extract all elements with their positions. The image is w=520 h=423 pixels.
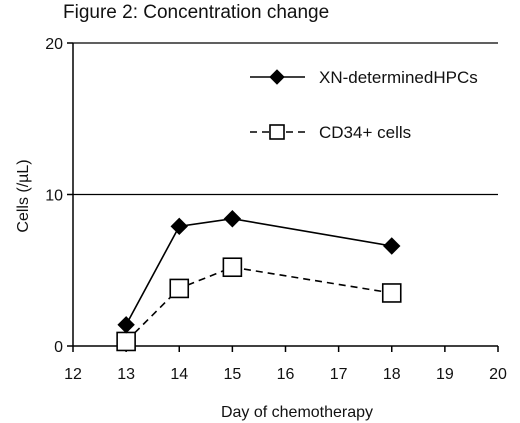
series-2-point-2 <box>169 278 190 299</box>
legend-marker-2 <box>269 124 285 140</box>
chart-title: Figure 2: Concentration change <box>63 2 329 23</box>
legend-label-2: CD34+ cells <box>319 123 411 142</box>
y-axis-label: Cells (/µL) <box>15 159 32 232</box>
y-tick-label-0: 0 <box>54 339 63 356</box>
series-2-point-4 <box>381 283 402 303</box>
gridlines <box>73 42 498 196</box>
x-tick-label-20: 20 <box>489 366 507 383</box>
axis-ticks: 0 10 20 12 13 14 15 16 17 18 19 20 <box>45 36 507 383</box>
y-tick-label-20: 20 <box>45 36 63 53</box>
x-tick-label-14: 14 <box>170 366 188 383</box>
series-1-line <box>125 217 392 326</box>
legend: XN-determinedHPCs CD34+ cells <box>250 68 478 142</box>
series-2-line <box>125 266 392 343</box>
x-tick-label-13: 13 <box>117 366 135 383</box>
series-2 <box>116 257 402 352</box>
series-1-point-3 <box>223 210 242 228</box>
series-2-point-3 <box>222 257 243 278</box>
series-2-point-1 <box>116 331 136 352</box>
series-1 <box>117 210 401 334</box>
x-tick-label-18: 18 <box>383 366 401 383</box>
x-tick-label-12: 12 <box>64 366 82 383</box>
legend-label-1: XN-determinedHPCs <box>319 68 478 87</box>
legend-marker-1 <box>269 69 285 85</box>
y-tick-label-10: 10 <box>45 188 63 205</box>
x-tick-label-17: 17 <box>330 366 348 383</box>
data-series <box>116 210 402 352</box>
x-axis-label: Day of chemotherapy <box>221 404 373 421</box>
x-tick-label-19: 19 <box>436 366 454 383</box>
x-tick-label-15: 15 <box>223 366 241 383</box>
series-1-point-2 <box>170 217 188 236</box>
series-1-point-4 <box>383 237 401 255</box>
x-tick-label-16: 16 <box>277 366 295 383</box>
series-1-point-1 <box>117 316 135 334</box>
